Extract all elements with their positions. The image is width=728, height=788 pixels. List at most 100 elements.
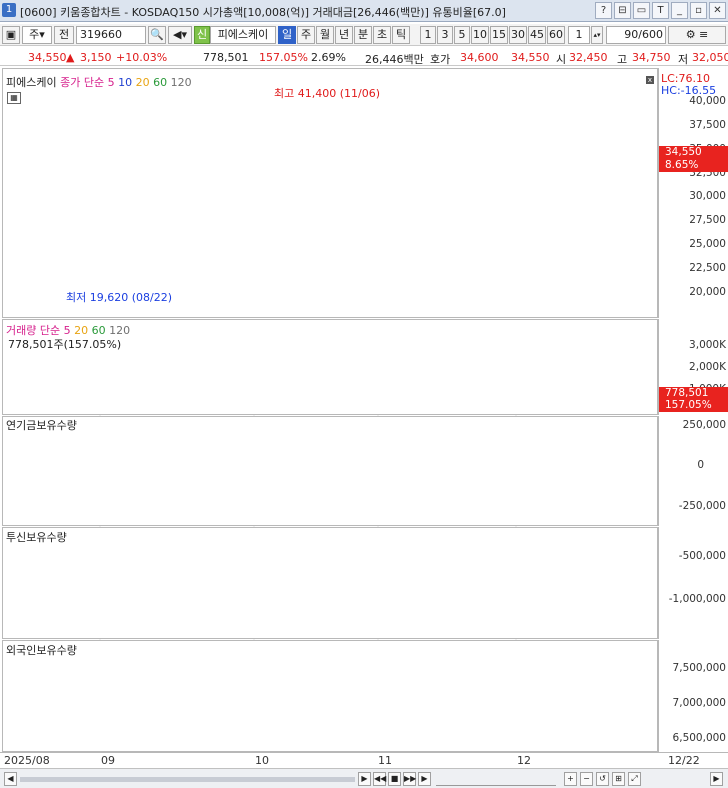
- trust-pane-title[interactable]: 투신보유수량: [6, 531, 67, 544]
- volume-ma5-label: 5: [63, 324, 71, 337]
- market-select[interactable]: 주▾: [22, 26, 52, 44]
- price-axis: LC:76.10 HC:-16.55 40,000 37,500 35,000 …: [658, 68, 728, 318]
- period-button-minute[interactable]: 분: [354, 26, 372, 44]
- close-icon[interactable]: x: [646, 76, 654, 84]
- x-tick: 11: [378, 754, 392, 767]
- chevron-down-icon: ▾: [39, 28, 45, 41]
- chart-navigation: ◀ ▶ ◀◀ ■ ▶▶ ▶ + − ↺ ⊞ ⤢ ▶: [0, 768, 728, 788]
- layout-button[interactable]: ▭: [633, 2, 650, 19]
- foreign-pane-frame: [2, 640, 658, 752]
- volume-value-label: 778,501주(157.05%): [8, 338, 122, 351]
- interval-button-10[interactable]: 10: [471, 26, 489, 44]
- prev-button[interactable]: 전: [54, 26, 74, 44]
- sound-icon[interactable]: ◀▾: [168, 26, 192, 44]
- grid-toggle-icon[interactable]: ▦: [7, 92, 21, 104]
- pension-tick: -250,000: [678, 500, 726, 512]
- foreign-pane-title[interactable]: 외국인보유수량: [6, 644, 77, 657]
- interval-button-30[interactable]: 30: [509, 26, 527, 44]
- interval-button-15[interactable]: 15: [490, 26, 508, 44]
- zoom-out-icon[interactable]: −: [580, 772, 593, 786]
- rewind-icon[interactable]: ◀◀: [373, 772, 386, 786]
- trust-pane-frame: [2, 527, 658, 639]
- volume-ma60-label: 60: [91, 324, 106, 337]
- range-value: 90: [624, 28, 639, 41]
- price-tick: 37,500: [689, 119, 726, 131]
- maximize-button[interactable]: ▫: [690, 2, 707, 19]
- volume-ma20-label: 20: [74, 324, 89, 337]
- interval-button-60[interactable]: 60: [547, 26, 565, 44]
- period-button-day[interactable]: 일: [278, 26, 296, 44]
- ma10-label: 10: [118, 76, 133, 89]
- scroll-track[interactable]: [20, 777, 355, 782]
- interval-button-5[interactable]: 5: [454, 26, 470, 44]
- trust-tick: -500,000: [678, 550, 726, 562]
- foreign-tick: 6,500,000: [672, 732, 726, 744]
- high-label: 고: [617, 53, 628, 66]
- link-button[interactable]: ⊟: [614, 2, 631, 19]
- forward-icon[interactable]: ▶▶: [403, 772, 416, 786]
- volume-pane-title[interactable]: 거래량 단순 5 20 60 120: [6, 322, 130, 338]
- current-volume-tag-value: 778,501: [665, 387, 709, 399]
- period-button-week[interactable]: 주: [297, 26, 315, 44]
- volume-tick: 3,000K: [689, 339, 726, 351]
- stock-code-input[interactable]: 319660: [76, 26, 146, 44]
- interval-button-45[interactable]: 45: [528, 26, 546, 44]
- ma60-label: 60: [153, 76, 168, 89]
- pension-pane-frame: [2, 416, 658, 526]
- chart-toolbar: ▣ 주▾ 전 319660 🔍 ◀▾ 신 피에스케이 일 주 월 년 분 초 틱…: [0, 24, 728, 46]
- price-change: 3,150: [80, 51, 112, 64]
- low-price: 32,050: [692, 51, 728, 64]
- turnover-value: 2.69%: [311, 51, 346, 64]
- market-select-value: 주: [29, 28, 40, 41]
- interval-button-3[interactable]: 3: [437, 26, 453, 44]
- trade-amount: 26,446백만: [365, 53, 424, 66]
- volume-pane-name: 거래량: [6, 324, 37, 337]
- minimize-button[interactable]: _: [671, 2, 688, 19]
- period-button-year[interactable]: 년: [335, 26, 353, 44]
- period-button-month[interactable]: 월: [316, 26, 334, 44]
- scroll-left-icon[interactable]: ◀: [4, 772, 17, 786]
- topmost-button[interactable]: T: [652, 2, 669, 19]
- range-input[interactable]: 90/600: [606, 26, 666, 44]
- period-button-tick[interactable]: 틱: [392, 26, 410, 44]
- price-tick: 25,000: [689, 238, 726, 250]
- ask-label: 호가: [430, 53, 451, 66]
- help-button[interactable]: ?: [595, 2, 612, 19]
- spinner-icon[interactable]: ▴▾: [591, 26, 603, 44]
- reset-icon[interactable]: ↺: [596, 772, 609, 786]
- fit-icon[interactable]: ⊞: [612, 772, 625, 786]
- window-buttons: ? ⊟ ▭ T _ ▫ ✕: [595, 2, 726, 19]
- scroll-right-icon[interactable]: ▶: [418, 772, 431, 786]
- foreign-axis: 7,500,000 7,000,000 6,500,000: [658, 640, 728, 752]
- price-pane-title[interactable]: 피에스케이 종가 단순 5 10 20 60 120: [6, 74, 192, 90]
- range-total: /600: [638, 28, 663, 41]
- open-price: 32,450: [569, 51, 608, 64]
- price-tick: 40,000: [689, 95, 726, 107]
- volume-ratio: 157.05%: [259, 51, 308, 64]
- bid-price: 34,550: [511, 51, 550, 64]
- ma20-label: 20: [135, 76, 150, 89]
- x-axis: 2025/08 09 10 11 12 12/22: [0, 752, 728, 768]
- stop-icon[interactable]: ■: [388, 772, 401, 786]
- open-label: 시: [556, 53, 567, 66]
- price-pane-name: 피에스케이: [6, 76, 57, 89]
- period-button-second[interactable]: 초: [373, 26, 391, 44]
- current-price: 34,550: [28, 51, 67, 64]
- high-annotation: 최고 41,400 (11/06): [274, 87, 381, 100]
- x-tick: 10: [255, 754, 269, 767]
- interval-count-input[interactable]: 1: [568, 26, 590, 44]
- zoom-in-icon[interactable]: +: [564, 772, 577, 786]
- pin-icon[interactable]: ▣: [2, 26, 20, 44]
- x-tick: 09: [101, 754, 115, 767]
- scroll-end-icon[interactable]: ▶: [710, 772, 723, 786]
- trust-tick: -1,000,000: [668, 593, 726, 605]
- close-button[interactable]: ✕: [709, 2, 726, 19]
- play-icon[interactable]: ▶: [358, 772, 371, 786]
- current-pct-tag-value: 8.65%: [665, 159, 699, 171]
- pension-pane-title[interactable]: 연기금보유수량: [6, 419, 77, 432]
- search-icon[interactable]: 🔍: [148, 26, 166, 44]
- expand-icon[interactable]: ⤢: [628, 772, 641, 786]
- interval-button-1[interactable]: 1: [420, 26, 436, 44]
- settings-icon[interactable]: ⚙ ≡: [668, 26, 726, 44]
- zoom-slider[interactable]: [436, 772, 556, 786]
